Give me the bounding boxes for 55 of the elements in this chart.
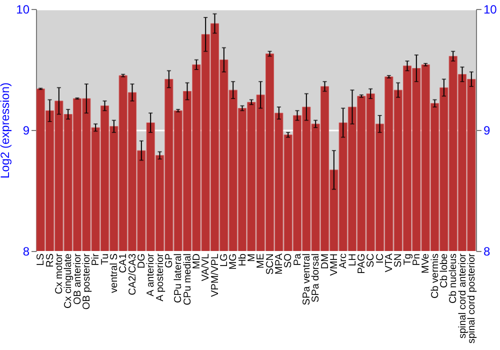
y2-tick-label: 10 [484, 2, 498, 16]
y-tick-label: 8 [22, 244, 30, 258]
x-tick-label: OB anterior [72, 252, 84, 305]
x-tick-label: VMH [328, 254, 340, 276]
x-tick-label: IC [374, 254, 386, 264]
x-tick-label: M [246, 254, 258, 262]
x-tick-label: VA/VL [200, 253, 212, 282]
y-axis-title: Log2 (expression) [0, 82, 12, 179]
x-tick-label: RS [44, 253, 56, 268]
x-tick-label: Cb lobe [438, 253, 450, 288]
x-tick-label: CPu lateral [173, 254, 184, 303]
x-tick-label: Pa [292, 253, 304, 266]
y-tick-label: 10 [16, 2, 30, 16]
x-tick-label: Cx motor [54, 252, 65, 294]
x-tick-label: A posterior [154, 252, 166, 302]
x-tick-label: GP [164, 253, 175, 268]
x-tick-label: Pir [90, 252, 102, 266]
x-tick-label: MD [191, 254, 202, 270]
x-tick-label: Cb nucleus [448, 254, 460, 304]
x-tick-label: spinal cord anterior [457, 252, 468, 339]
x-tick-label: SN [393, 254, 404, 268]
x-tick-label: MG [228, 253, 240, 270]
x-tick-label: A anterior [146, 252, 157, 296]
y2-tick-label: 9 [484, 124, 490, 138]
x-tick-label: SPa ventral [301, 254, 312, 306]
x-tick-label: ventral S [108, 253, 120, 293]
x-tick-label: SC [366, 254, 377, 268]
x-tick-label: ME [256, 253, 267, 268]
x-tick-label: MPA [274, 253, 285, 274]
x-tick-label: Tu [100, 254, 111, 265]
x-tick-label: CA1 [118, 253, 130, 273]
x-tick-label: Tg [402, 254, 414, 266]
x-tick-label: OB posterior [81, 252, 92, 310]
x-tick-label: CPu medial [182, 254, 194, 306]
x-tick-label: DG [136, 253, 148, 268]
x-tick-label: VTA [384, 253, 395, 272]
x-tick-label: CA2/CA3 [127, 253, 138, 296]
x-tick-label: MVe [420, 253, 432, 274]
x-tick-label: Cx cingulate [63, 253, 74, 309]
x-tick-label: Pn [411, 254, 422, 266]
x-tick-label: Arc [338, 254, 350, 268]
x-tick-label: LH [347, 254, 358, 266]
x-tick-label: LG [218, 253, 230, 267]
x-tick-label: SPa dorsal [310, 254, 322, 302]
x-tick-label: DM [320, 254, 331, 270]
x-tick-label: Hb [237, 253, 248, 266]
x-tick-label: VPM/VPL [210, 253, 221, 297]
x-tick-label: SO [283, 253, 294, 268]
x-tick-label: spinal cord posterior [466, 252, 478, 344]
y-tick-label: 9 [22, 124, 30, 138]
x-tick-label: PAG [356, 253, 368, 274]
y2-tick-label: 8 [484, 244, 490, 258]
x-tick-label: LS [36, 253, 47, 266]
x-tick-label: SCN [264, 254, 276, 275]
x-tick-label: Cb vermis [430, 254, 441, 299]
